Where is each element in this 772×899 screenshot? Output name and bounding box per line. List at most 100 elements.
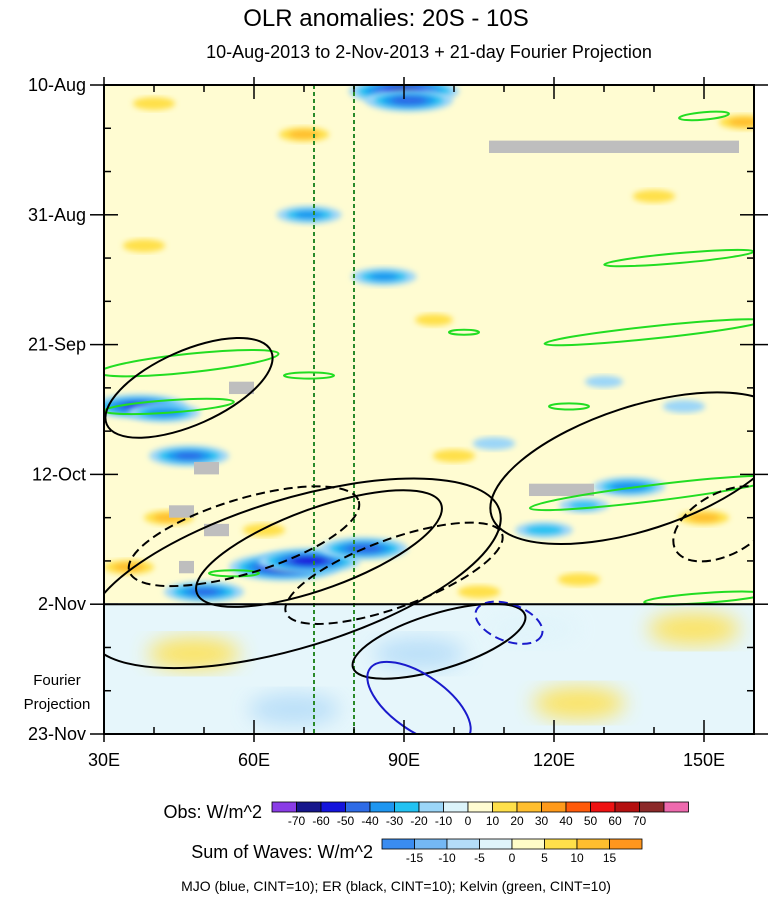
kelvin-contour	[548, 402, 590, 411]
obs-colorbar-swatch	[516, 801, 542, 813]
x-tick-label: 90E	[388, 750, 420, 770]
obs-colorbar-swatch	[271, 801, 297, 813]
obs-anomaly-blob	[472, 437, 516, 450]
obs-anomaly-blob	[585, 375, 623, 388]
x-axis: 30E 60E 90E 120E 150E	[88, 77, 755, 770]
plot-area	[104, 85, 754, 734]
obs-colorbar-swatch	[345, 801, 371, 813]
reference-longitude-lines	[313, 85, 355, 734]
chart-subtitle: 10-Aug-2013 to 2-Nov-2013 + 21-day Fouri…	[206, 42, 652, 62]
obs-anomaly-level	[294, 210, 324, 219]
obs-anomaly-blob	[557, 573, 601, 586]
obs-anomaly-level	[415, 313, 453, 326]
obs-anomaly-level	[175, 452, 203, 460]
obs-anomaly-blob	[719, 114, 754, 130]
er-contour	[351, 602, 527, 680]
obs-colorbar-swatch	[296, 801, 322, 813]
obs-anomaly-blob	[242, 523, 286, 537]
waves-colorbar-swatch	[479, 838, 513, 850]
obs-anomaly-blob	[351, 267, 417, 286]
obs-anomaly-level	[369, 272, 399, 281]
waves-colorbar-swatch	[446, 838, 480, 850]
y-tick-label: 21-Sep	[28, 335, 86, 355]
waves-colorbar-tick-label: 5	[541, 851, 548, 865]
y-tick-label: 23-Nov	[28, 724, 86, 744]
obs-colorbar-tick-label: -40	[361, 814, 379, 828]
obs-colorbar-swatch	[369, 801, 395, 813]
obs-colorbar-swatch	[320, 801, 346, 813]
obs-anomaly-level	[291, 556, 327, 566]
waves-colorbar-tick-label: 10	[570, 851, 584, 865]
missing-data-region	[529, 483, 594, 497]
obs-colorbar-swatch	[614, 801, 640, 813]
waves-colorbar-tick-label: 15	[603, 851, 617, 865]
obs-anomaly-blob	[632, 189, 676, 203]
obs-colorbar-swatch	[663, 801, 689, 813]
obs-anomaly-blob	[415, 313, 453, 326]
obs-colorbar-tick-label: -60	[312, 814, 330, 828]
obs-anomaly-level	[524, 524, 564, 536]
obs-anomaly-level	[688, 513, 720, 523]
obs-anomaly-level	[457, 585, 501, 599]
missing-data-region	[179, 560, 194, 574]
projection-label-word2: Projection	[24, 696, 91, 713]
obs-anomaly-level	[662, 400, 706, 413]
missing-data-region	[204, 523, 229, 537]
waves-colorbar-swatch	[414, 838, 448, 850]
obs-anomaly-blob	[365, 89, 453, 112]
waves-colorbar-tick-label: 0	[509, 851, 516, 865]
obs-anomaly-level	[190, 588, 218, 596]
er-contour	[489, 391, 754, 546]
contour-footer: MJO (blue, CINT=10); ER (black, CINT=10)…	[181, 878, 611, 894]
kelvin-contour	[643, 590, 754, 606]
obs-colorbar-tick-label: 0	[465, 814, 472, 828]
x-tick-label: 30E	[88, 750, 120, 770]
missing-data-layer	[169, 140, 739, 574]
obs-anomaly-level	[132, 97, 176, 110]
obs-colorbar-swatch	[467, 801, 493, 813]
plot-frame	[103, 84, 755, 735]
obs-colorbar-tick-label: -70	[288, 814, 306, 828]
kelvin-contour	[678, 110, 730, 122]
projection-label-line2: Projection	[24, 696, 91, 713]
obs-colorbar-tick-label: 20	[510, 814, 524, 828]
missing-data-region	[194, 462, 219, 475]
waves-colorbar-swatch	[511, 838, 545, 850]
x-tick-label: 60E	[238, 750, 270, 770]
y-tick-label: 2-Nov	[38, 594, 86, 614]
er-contour	[104, 336, 274, 439]
mjo-contour-layer	[366, 600, 544, 734]
obs-anomaly-blob	[276, 206, 342, 224]
obs-colorbar: -70 -60 -50 -40 -30 -20 -10 0 10 20 30 40 50 60 70	[271, 801, 689, 828]
obs-colorbar-tick-label: -10	[435, 814, 453, 828]
x-tick-label: 120E	[533, 750, 575, 770]
wave-anomaly-patch	[373, 637, 465, 670]
obs-anomaly-level	[432, 449, 476, 463]
kelvin-contour	[104, 348, 280, 378]
obs-colorbar-tick-label: 30	[535, 814, 549, 828]
er-contour	[104, 477, 502, 670]
obs-colorbar-tick-label: -50	[337, 814, 355, 828]
er-contour-layer	[104, 336, 754, 680]
wave-anomaly-patch	[648, 612, 740, 645]
mjo-contour	[474, 600, 544, 645]
wave-anomaly-patch	[248, 693, 340, 726]
waves-colorbar-swatch	[381, 838, 415, 850]
missing-data-region	[489, 140, 739, 153]
obs-anomaly-blob	[149, 445, 229, 467]
obs-anomaly-blob	[279, 127, 329, 142]
obs-colorbar-swatch	[565, 801, 591, 813]
y-tick-label: 10-Aug	[28, 75, 86, 95]
obs-colorbar-tick-label: 10	[486, 814, 500, 828]
wave-anomaly-patch	[148, 637, 240, 670]
obs-anomaly-blob	[592, 477, 666, 497]
waves-legend-label: Sum of Waves: W/m^2	[191, 842, 373, 862]
obs-anomaly-blob	[457, 585, 501, 599]
obs-colorbar-swatch	[590, 801, 616, 813]
x-tick-label: 150E	[683, 750, 725, 770]
kelvin-contour-layer	[104, 110, 754, 606]
obs-anomaly-level	[632, 189, 676, 203]
obs-colorbar-swatch	[443, 801, 469, 813]
er-contour	[127, 485, 361, 588]
